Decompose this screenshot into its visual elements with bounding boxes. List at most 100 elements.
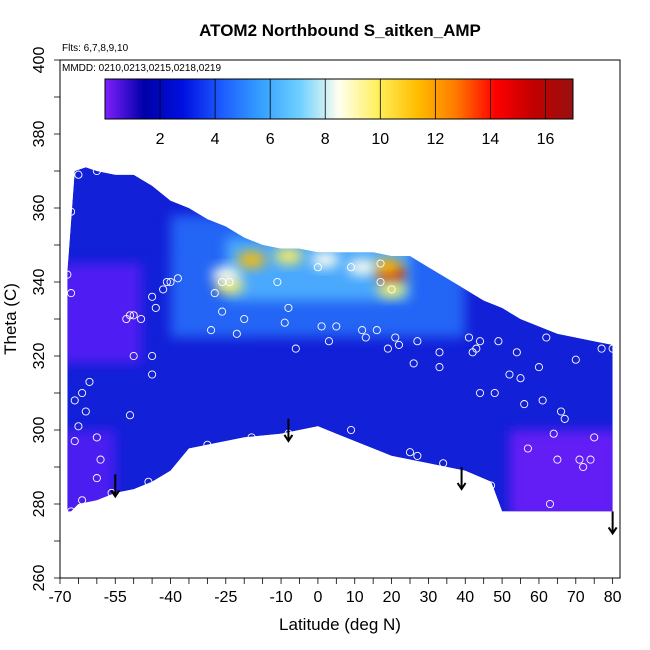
data-point: [391, 333, 400, 342]
data-point: [490, 388, 499, 398]
data-point: [534, 363, 543, 372]
data-point: [67, 207, 76, 216]
colorbar-bar: [104, 78, 574, 120]
data-point: [520, 400, 529, 409]
data-point: [173, 274, 182, 283]
field-hotspot: [237, 251, 266, 268]
data-point: [394, 340, 403, 349]
data-point: [538, 396, 547, 405]
field-hotspot: [377, 281, 406, 298]
data-point: [361, 333, 370, 342]
data-point: [464, 333, 473, 342]
data-point: [590, 433, 599, 442]
data-point: [207, 326, 216, 335]
data-point: [317, 322, 326, 331]
colorbar-tick-label: 8: [321, 131, 330, 148]
data-point: [74, 422, 83, 431]
x-tick-label: -55: [104, 589, 127, 606]
data-point: [144, 477, 153, 486]
data-point: [85, 377, 94, 386]
field-hotspot: [373, 259, 402, 276]
data-point: [571, 355, 580, 364]
y-tick-label: 360: [31, 195, 48, 222]
colorbar-ticks: 2 4 6 8 10 12 14 16: [156, 79, 555, 148]
data-point: [92, 166, 101, 176]
x-axis-label: Latitude (deg N): [279, 615, 401, 634]
data-point: [413, 337, 422, 346]
arrow-marker: [607, 511, 618, 536]
data-point: [148, 351, 157, 361]
data-point: [560, 414, 569, 423]
data-point: [284, 303, 293, 312]
data-point: [92, 433, 101, 442]
data-point: [542, 333, 551, 342]
data-point: [575, 455, 584, 464]
y-tick-label: 280: [31, 491, 48, 518]
data-point: [81, 407, 90, 416]
data-point: [74, 170, 83, 179]
data-point: [579, 462, 588, 472]
data-point: [70, 396, 79, 405]
y-tick-label: 400: [31, 47, 48, 74]
colorbar-tick-label: 16: [537, 131, 555, 148]
x-tick-label: 80: [604, 589, 622, 606]
data-point: [475, 337, 485, 346]
data-point: [516, 374, 525, 383]
data-point: [413, 451, 422, 460]
y-tick-label: 320: [31, 343, 48, 370]
field-low-region: [67, 263, 142, 364]
y-tick-label: 300: [31, 417, 48, 444]
data-point: [203, 440, 212, 449]
flights-note: Flts: 6,7,8,9,10: [62, 43, 129, 54]
data-point: [505, 370, 514, 379]
y-tick-label: 340: [31, 269, 48, 296]
data-point: [92, 474, 101, 483]
data-point: [291, 344, 300, 353]
x-tick-label: 30: [420, 589, 438, 606]
data-point: [376, 259, 385, 268]
data-point: [129, 351, 138, 361]
data-point: [280, 318, 289, 327]
field-low-region: [509, 430, 613, 512]
data-point: [67, 507, 76, 516]
data-point: [450, 263, 459, 272]
data-point: [376, 277, 385, 287]
observation-points: [63, 166, 621, 516]
data-point: [347, 425, 356, 435]
arrow-marker: [456, 467, 467, 491]
chart-title: ATOM2 Northbound S_aitken_AMP: [199, 21, 481, 40]
y-axis-label: Theta (C): [1, 283, 20, 355]
data-point: [125, 411, 135, 420]
data-point: [210, 289, 219, 298]
field-hotspot: [348, 259, 377, 276]
data-point: [475, 388, 485, 398]
data-point: [273, 277, 282, 287]
x-tick-label: 40: [456, 589, 474, 606]
data-point: [218, 307, 227, 316]
data-point: [553, 455, 562, 464]
x-tick-label: 20: [383, 589, 401, 606]
data-point: [313, 263, 322, 272]
data-point: [232, 329, 241, 338]
data-point: [487, 481, 496, 490]
x-tick-label: -25: [214, 589, 237, 606]
colorbar-tick-label: 2: [156, 131, 165, 148]
data-field: [67, 167, 613, 512]
data-point: [372, 326, 381, 335]
data-point: [494, 337, 503, 346]
data-point: [387, 285, 396, 294]
data-point: [439, 459, 448, 468]
data-point: [557, 407, 566, 416]
data-point: [78, 388, 87, 398]
data-point: [409, 359, 418, 368]
data-point: [435, 348, 444, 357]
arrow-markers: [110, 418, 618, 536]
data-point: [63, 270, 72, 279]
data-point: [597, 344, 606, 353]
x-tick-label: 60: [530, 589, 548, 606]
data-point: [151, 303, 160, 312]
data-point: [608, 344, 617, 353]
data-point: [122, 314, 131, 324]
colorbar-tick-label: 10: [371, 131, 389, 148]
